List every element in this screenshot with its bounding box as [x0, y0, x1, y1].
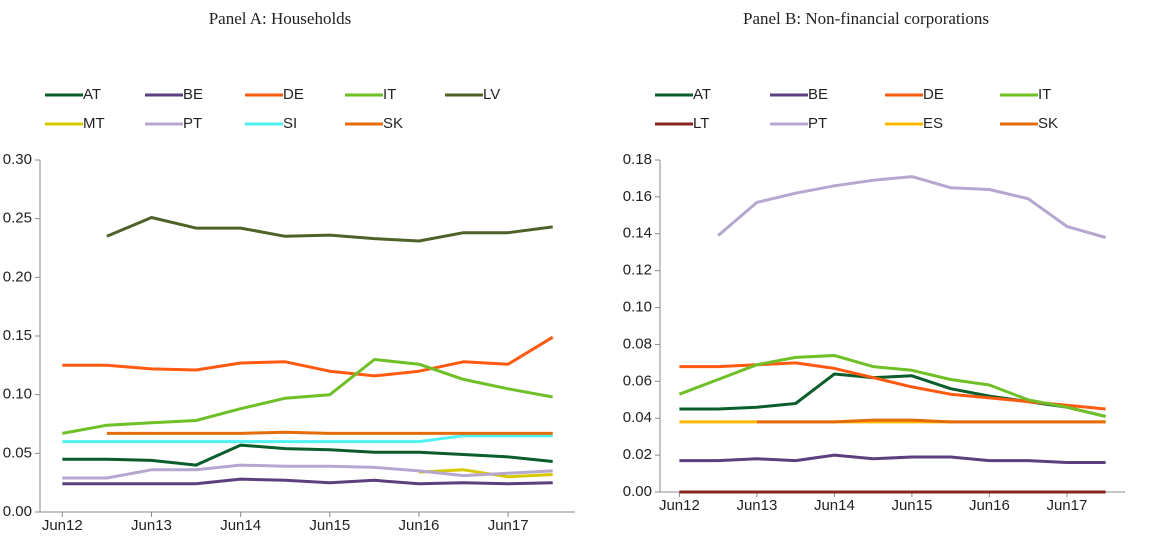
- series-line: [678, 354, 1106, 418]
- x-tick-label: Jun17: [1046, 497, 1087, 514]
- x-tick-label: Jun12: [659, 497, 700, 514]
- y-tick-label: 0.18: [623, 151, 652, 168]
- y-tick-label: 0.05: [3, 444, 32, 461]
- series-line: [679, 372, 1106, 418]
- series-line: [106, 216, 553, 243]
- series-line: [756, 418, 1106, 424]
- x-tick-label: Jun12: [42, 517, 83, 534]
- x-tick-label: Jun15: [309, 517, 350, 534]
- y-tick-label: 0.12: [623, 262, 652, 279]
- chart-title: Panel A: Households: [209, 9, 352, 28]
- legend-label: AT: [693, 86, 711, 103]
- y-tick-label: 0.02: [623, 446, 652, 463]
- legend-label: AT: [83, 86, 101, 103]
- legend-label: DE: [923, 86, 944, 103]
- y-tick-label: 0.06: [623, 372, 652, 389]
- y-tick-label: 0.20: [3, 268, 32, 285]
- y-tick-label: 0.08: [623, 335, 652, 352]
- series-line: [62, 358, 553, 435]
- legend-label: SK: [383, 115, 403, 132]
- series-line: [679, 453, 1106, 464]
- y-tick-label: 0.15: [3, 327, 32, 344]
- legend-label: IT: [1038, 86, 1051, 103]
- legend-label: BE: [808, 86, 828, 103]
- x-tick-label: Jun13: [131, 517, 172, 534]
- x-tick-label: Jun17: [488, 517, 529, 534]
- legend-label: LV: [483, 86, 500, 103]
- x-tick-label: Jun16: [399, 517, 440, 534]
- series-line: [62, 335, 554, 378]
- series-line: [62, 463, 553, 480]
- chart-title: Panel B: Non-financial corporations: [743, 9, 989, 28]
- x-tick-label: Jun13: [736, 497, 777, 514]
- x-tick-label: Jun15: [891, 497, 932, 514]
- y-tick-label: 0.14: [623, 225, 652, 242]
- y-tick-label: 0.10: [3, 386, 32, 403]
- y-tick-label: 0.00: [3, 503, 32, 520]
- y-tick-label: 0.30: [3, 151, 32, 168]
- series-line: [62, 477, 553, 486]
- legend-label: SI: [283, 115, 297, 132]
- y-tick-label: 0.04: [623, 409, 652, 426]
- y-tick-label: 0.25: [3, 210, 32, 227]
- legend-label: BE: [183, 86, 203, 103]
- legend-label: DE: [283, 86, 304, 103]
- legend-label: PT: [808, 115, 827, 132]
- legend-label: IT: [383, 86, 396, 103]
- series-line: [717, 175, 1107, 239]
- x-tick-label: Jun16: [969, 497, 1010, 514]
- x-tick-label: Jun14: [814, 497, 855, 514]
- y-tick-label: 0.00: [623, 483, 652, 500]
- y-tick-label: 0.16: [623, 188, 652, 205]
- y-tick-label: 0.10: [623, 299, 652, 316]
- x-tick-label: Jun14: [220, 517, 261, 534]
- legend-label: MT: [83, 115, 105, 132]
- series-line: [106, 430, 553, 435]
- legend-label: LT: [693, 115, 709, 132]
- legend-label: ES: [923, 115, 943, 132]
- series-line: [62, 434, 553, 444]
- legend-label: SK: [1038, 115, 1058, 132]
- legend-label: PT: [183, 115, 202, 132]
- series-line: [62, 443, 553, 467]
